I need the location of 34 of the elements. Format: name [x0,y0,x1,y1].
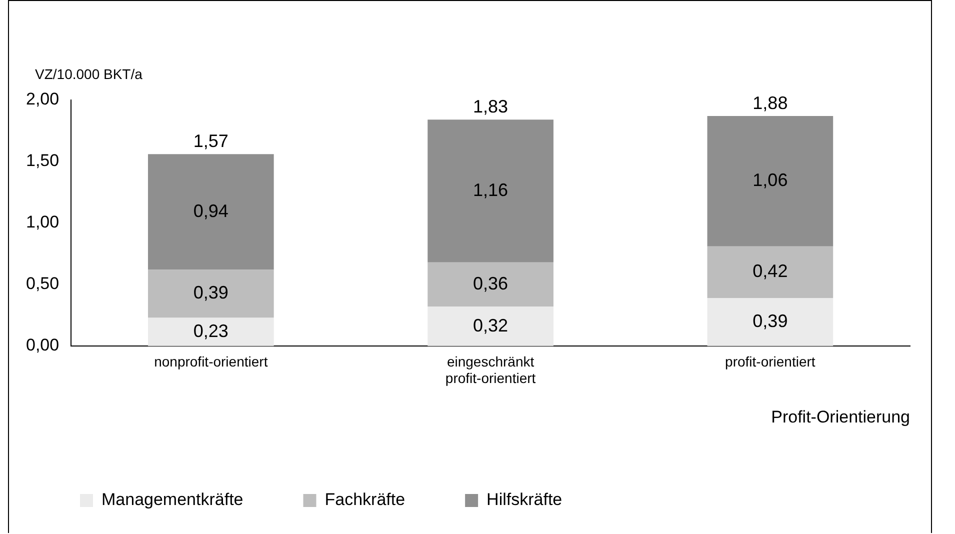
data-label: 0,39 [193,282,228,303]
x-tick-label: profit-orientiert [725,353,816,370]
x-tick-label: nonprofit-orientiert [154,353,268,370]
bar [148,270,274,318]
y-tick-label: 0,50 [26,274,60,294]
y-tick-label: 1,00 [26,212,60,232]
data-label: 0,32 [473,315,508,336]
total-label: 1,83 [473,96,508,117]
legend-label: Hilfskräfte [486,490,562,510]
data-label: 0,94 [193,200,228,221]
bar [148,318,274,346]
legend-label: Managementkräfte [102,490,244,510]
data-label: 1,06 [752,170,788,190]
bar [148,154,274,270]
bar [707,116,834,246]
data-label: 0,42 [752,261,788,282]
bar [428,306,554,346]
bar [428,120,554,262]
bar [707,246,834,298]
legend-label: Fachkräfte [324,490,406,510]
data-label: 0,36 [473,273,508,294]
x-tick-label: eingeschränkt profit-orientiert [445,353,536,386]
data-label: 0,39 [752,310,788,331]
total-label: 1,57 [193,131,228,152]
x-axis-title: Profit-Orientierung [771,407,910,426]
data-label: 1,16 [473,180,508,200]
y-tick-label: 0,00 [26,336,60,355]
total-label: 1,88 [752,92,788,113]
y-axis-title: VZ/10.000 BKT/a [35,66,143,82]
y-tick-label: 2,00 [26,90,60,109]
bar [707,298,834,346]
data-label: 0,23 [193,320,228,341]
y-tick-label: 1,50 [26,151,60,170]
bar [428,262,554,307]
